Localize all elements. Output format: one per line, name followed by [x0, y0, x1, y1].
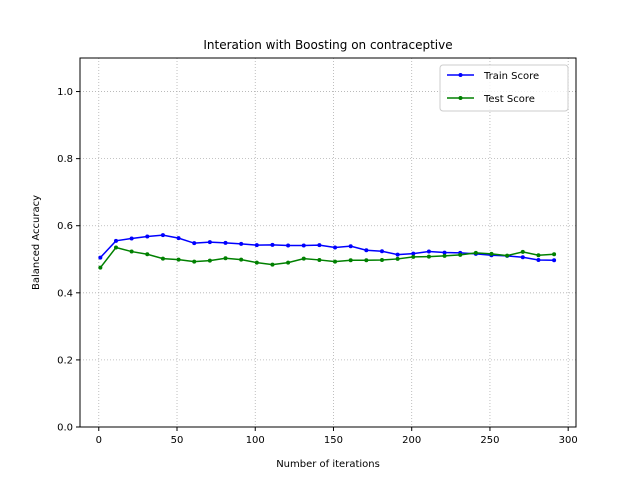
y-tick-label: 0.0: [57, 423, 73, 434]
data-point-test: [536, 253, 541, 258]
data-point-train: [145, 234, 150, 239]
data-point-train: [395, 252, 400, 257]
series-layer: [98, 233, 557, 270]
data-point-test: [458, 252, 463, 257]
x-tick-label: 150: [324, 435, 343, 446]
data-point-test: [223, 256, 228, 261]
data-point-train: [552, 258, 557, 263]
data-point-test: [129, 249, 134, 254]
data-point-train: [223, 240, 228, 245]
data-point-test: [98, 265, 103, 270]
data-point-train: [98, 255, 103, 260]
data-point-test: [145, 252, 150, 257]
data-point-test: [333, 259, 338, 264]
legend-box: [439, 64, 569, 112]
x-tick-label: 0: [96, 435, 102, 446]
x-tick-label: 300: [559, 435, 578, 446]
data-point-test: [348, 258, 353, 263]
data-point-test: [176, 257, 181, 262]
series-line-train: [99, 234, 555, 262]
data-point-train: [442, 250, 447, 255]
data-point-train: [239, 241, 244, 246]
data-point-train: [286, 243, 291, 248]
data-point-train: [129, 236, 134, 241]
data-point-train: [536, 257, 541, 262]
data-point-test: [520, 249, 525, 254]
chart-title: Interation with Boosting on contraceptiv…: [203, 38, 452, 52]
data-point-test: [207, 258, 212, 263]
data-point-test: [364, 258, 369, 263]
data-point-test: [254, 260, 259, 265]
data-point-test: [379, 257, 384, 262]
plot-frame: [79, 57, 577, 428]
data-point-train: [348, 244, 353, 249]
data-point-train: [364, 248, 369, 253]
ticks: 0 50 100 150 200 250 300 0.0 0.2 0.4 0.6 0.8 1.0: [57, 87, 578, 446]
data-point-test: [239, 257, 244, 262]
series-line-test: [99, 246, 555, 269]
x-tick-label: 100: [246, 435, 265, 446]
y-tick-label: 0.4: [57, 288, 73, 299]
y-axis-label: Balanced Accuracy: [31, 195, 42, 290]
data-point-test: [489, 251, 494, 256]
data-point-test: [286, 260, 291, 265]
legend-marker-test: [458, 96, 463, 100]
data-point-test: [113, 245, 118, 250]
data-point-test: [473, 250, 478, 255]
data-point-test: [301, 256, 306, 261]
y-tick-label: 0.8: [57, 154, 73, 165]
x-tick-label: 50: [171, 435, 184, 446]
data-point-train: [426, 249, 431, 254]
legend-marker-train: [458, 73, 463, 77]
x-axis-label: Number of iterations: [276, 459, 380, 470]
data-point-train: [254, 243, 259, 248]
data-point-train: [317, 243, 322, 248]
data-point-test: [426, 254, 431, 259]
legend-label-train: Train Score: [483, 71, 539, 82]
data-point-train: [270, 242, 275, 247]
data-point-test: [411, 254, 416, 259]
data-point-test: [505, 253, 510, 258]
x-tick-label: 250: [480, 435, 499, 446]
data-point-train: [520, 255, 525, 260]
data-point-test: [317, 257, 322, 262]
data-point-test: [270, 262, 275, 267]
data-point-train: [411, 251, 416, 256]
data-point-test: [552, 252, 557, 257]
data-point-train: [192, 241, 197, 246]
y-tick-label: 1.0: [57, 87, 73, 98]
data-point-test: [442, 253, 447, 258]
legend: Train Score Test Score: [439, 64, 569, 112]
x-tick-label: 200: [402, 435, 421, 446]
data-point-train: [301, 243, 306, 248]
y-tick-label: 0.2: [57, 355, 73, 366]
data-point-test: [160, 256, 165, 261]
data-point-train: [207, 240, 212, 245]
data-point-train: [333, 245, 338, 250]
data-point-train: [379, 249, 384, 254]
data-point-train: [160, 233, 165, 238]
y-tick-label: 0.6: [57, 221, 73, 232]
data-point-test: [395, 256, 400, 261]
legend-label-test: Test Score: [483, 94, 535, 105]
data-point-test: [192, 259, 197, 264]
data-point-train: [176, 236, 181, 241]
data-point-train: [113, 238, 118, 243]
